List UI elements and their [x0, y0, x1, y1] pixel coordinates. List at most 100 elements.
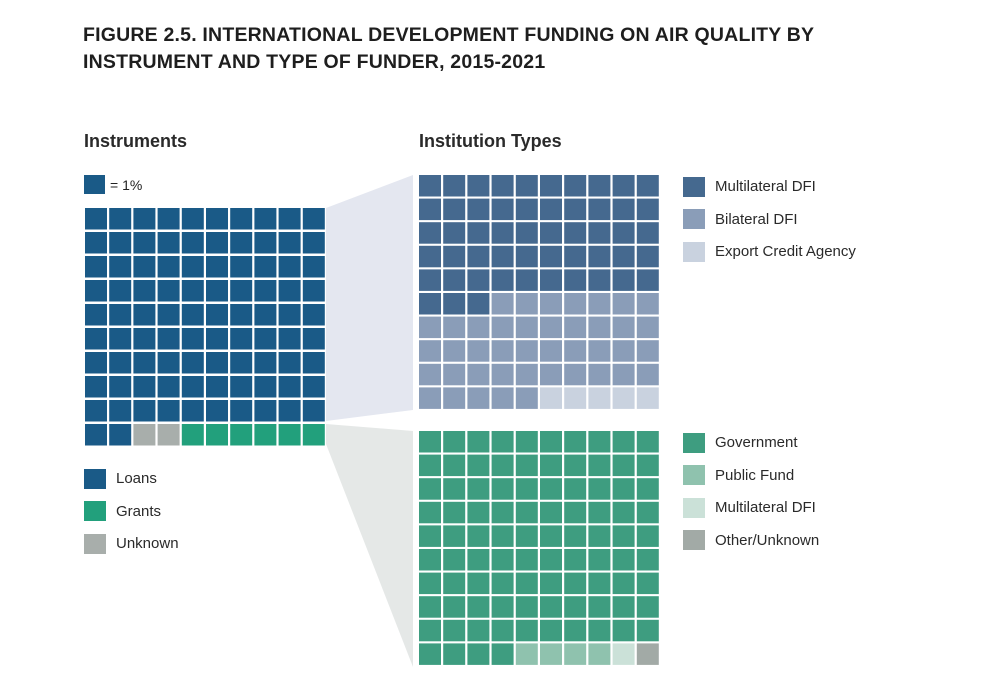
loan-institutions-cell-bilateral-dfi [612, 316, 635, 339]
grant-institutions-cell-government [491, 525, 514, 547]
loan-institutions-cell-bilateral-dfi [419, 387, 441, 409]
loan-institutions-cell-multilateral-dfi [540, 222, 562, 244]
grant-institutions-cell-government [564, 454, 587, 477]
instruments-cell-loans [109, 280, 132, 302]
instruments-cell-loans [109, 208, 132, 230]
loan-institutions-cell-bilateral-dfi [443, 387, 466, 409]
loan-institutions-cell-multilateral-dfi [443, 222, 466, 244]
unit-key: = 1% [84, 175, 142, 194]
grant-institutions-cell-government [443, 572, 466, 595]
loan-institutions-cell-multilateral-dfi [564, 245, 587, 268]
instruments-cell-loans [254, 352, 277, 374]
grant-institutions-cell-government [612, 549, 635, 571]
grant-institutions-cell-government [515, 454, 538, 477]
legend-item-public-fund: Public Fund [683, 465, 819, 486]
loan-institutions-cell-bilateral-dfi [515, 387, 538, 409]
grant-institutions-cell-government [540, 501, 562, 524]
grant-institutions-cell-public-fund [540, 643, 562, 665]
grant-institutions-cell-government [491, 619, 514, 642]
grant-institutions-cell-government [443, 431, 466, 453]
loan-institutions-cell-bilateral-dfi [564, 340, 587, 362]
loan-institutions-cell-bilateral-dfi [491, 293, 514, 315]
loan-institutions-cell-bilateral-dfi [636, 363, 659, 386]
instruments-cell-loans [206, 256, 228, 278]
loan-institutions-cell-multilateral-dfi [588, 269, 611, 291]
loan-institutions-cell-multilateral-dfi [419, 175, 441, 197]
instruments-cell-loans [254, 232, 277, 254]
grant-institutions-cell-government [540, 454, 562, 477]
instruments-cell-grants [206, 424, 228, 446]
loan-institutions-cell-multilateral-dfi [467, 245, 490, 268]
instruments-cell-loans [181, 256, 204, 278]
instruments-cell-loans [85, 280, 107, 302]
grant-institutions-cell-government [636, 478, 659, 500]
instruments-cell-loans [133, 376, 156, 398]
instruments-cell-loans [181, 328, 204, 350]
instruments-cell-loans [109, 328, 132, 350]
instruments-cell-loans [133, 400, 156, 422]
loan-institutions-cell-multilateral-dfi [491, 198, 514, 221]
instruments-cell-loans [133, 256, 156, 278]
loan-institutions-cell-multilateral-dfi [612, 198, 635, 221]
instruments-cell-loans [85, 232, 107, 254]
loan-institutions-cell-bilateral-dfi [419, 363, 441, 386]
grant-institutions-cell-public-fund [564, 643, 587, 665]
legend-swatch-public-fund [683, 465, 705, 485]
instruments-cell-grants [278, 424, 301, 446]
instruments-cell-loans [157, 328, 180, 350]
grant-institutions-cell-government [467, 525, 490, 547]
instruments-cell-loans [85, 208, 107, 230]
loan-institutions-cell-bilateral-dfi [443, 316, 466, 339]
grant-institutions-cell-government [419, 525, 441, 547]
legend-swatch-government [683, 432, 705, 453]
grant-institutions-cell-government [515, 572, 538, 595]
instruments-cell-loans [109, 376, 132, 398]
loan-institutions-cell-multilateral-dfi [564, 198, 587, 221]
loan-institutions-cell-multilateral-dfi [612, 222, 635, 244]
loan-institutions-cell-multilateral-dfi [588, 245, 611, 268]
grant-institutions-cell-government [588, 619, 611, 642]
grant-institutions-cell-government [419, 454, 441, 477]
instruments-cell-grants [254, 424, 277, 446]
instruments-cell-loans [157, 232, 180, 254]
instruments-cell-loans [206, 400, 228, 422]
legend-label-multilateral-dfi: Multilateral DFI [715, 178, 816, 195]
unit-key-label: = 1% [110, 176, 143, 193]
grant-institutions-cell-government [491, 549, 514, 571]
loan-institutions-cell-export-credit-agency [540, 387, 562, 409]
grant-institutions-cell-government [612, 596, 635, 618]
grant-institutions-cell-government [564, 478, 587, 500]
grant-institutions-cell-multilateral-dfi [612, 643, 635, 665]
legend-item-multilateral-dfi-grants: Multilateral DFI [683, 497, 819, 518]
grant-institutions-cell-government [467, 501, 490, 524]
grant-institutions-cell-government [636, 549, 659, 571]
loan-institutions-cell-bilateral-dfi [588, 316, 611, 339]
legend-label-bilateral-dfi: Bilateral DFI [715, 210, 798, 228]
loan-institutions-cell-bilateral-dfi [515, 363, 538, 386]
grant-institutions-cell-government [636, 431, 659, 453]
instruments-cell-loans [254, 376, 277, 398]
grant-institutions-cell-government [491, 643, 514, 665]
instruments-cell-loans [230, 256, 253, 278]
instruments-cell-unknown [133, 424, 156, 446]
legend-item-export-credit-agency: Export Credit Agency [683, 241, 856, 262]
instruments-cell-loans [85, 352, 107, 374]
instruments-cell-loans [254, 256, 277, 278]
loan-institutions-cell-bilateral-dfi [564, 363, 587, 386]
loan-institutions-cell-bilateral-dfi [419, 340, 441, 362]
grant-institutions-cell-government [564, 572, 587, 595]
figure-title: FIGURE 2.5. INTERNATIONAL DEVELOPMENT FU… [83, 22, 814, 76]
grant-institutions-cell-government [515, 478, 538, 500]
instruments-cell-loans [206, 208, 228, 230]
loan-institutions-cell-multilateral-dfi [636, 222, 659, 244]
loan-institutions-cell-bilateral-dfi [540, 316, 562, 339]
loan-institutions-cell-multilateral-dfi [636, 198, 659, 221]
grant-institutions-cell-government [540, 596, 562, 618]
legend-label-grants: Grants [116, 502, 162, 520]
loan-institutions-cell-bilateral-dfi [491, 340, 514, 362]
grant-institutions-cell-government [564, 525, 587, 547]
grant-institutions-cell-government [419, 501, 441, 524]
loan-institutions-cell-bilateral-dfi [515, 316, 538, 339]
instruments-cell-loans [85, 400, 107, 422]
grant-institutions-cell-government [612, 478, 635, 500]
